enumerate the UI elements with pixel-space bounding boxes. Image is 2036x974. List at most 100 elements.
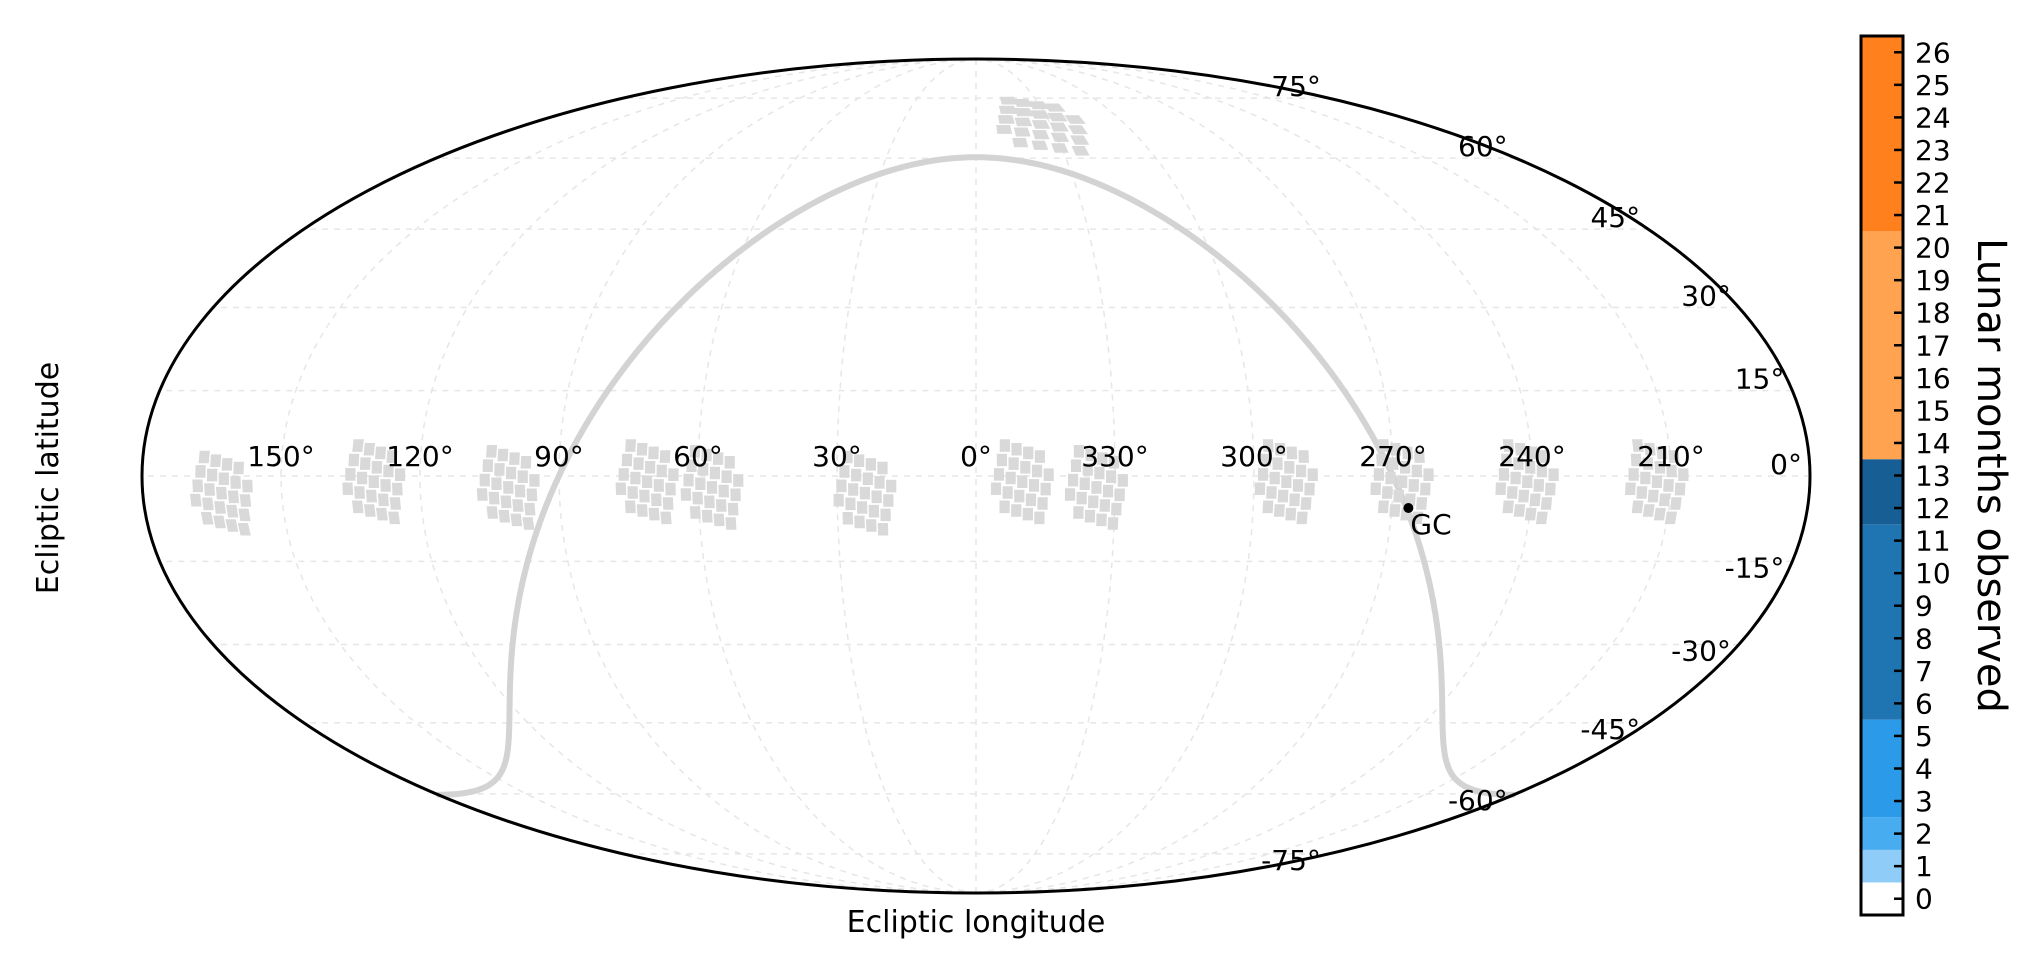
field-tile	[883, 494, 894, 507]
field-tile	[498, 509, 511, 523]
survey-field	[1370, 439, 1434, 525]
colorbar-bin	[1861, 459, 1903, 525]
field-tile	[648, 507, 660, 521]
field-tile	[1117, 474, 1128, 487]
field-tile	[998, 105, 1017, 114]
field-tile	[877, 523, 889, 536]
x-tick-label: 0°	[960, 440, 992, 473]
y-axis-label: Ecliptic latitude	[31, 362, 66, 594]
field-tile	[621, 453, 633, 467]
field-tile	[656, 464, 667, 478]
meridian-line	[419, 58, 977, 894]
field-tile	[999, 500, 1010, 514]
field-tile	[1020, 461, 1031, 474]
field-tile	[650, 493, 662, 507]
colorbar-tick-label: 2	[1915, 818, 1933, 851]
field-tile	[615, 482, 627, 495]
field-tile	[842, 450, 853, 464]
field-tile	[1656, 446, 1668, 460]
field-tile	[230, 476, 241, 489]
field-tile	[1304, 482, 1315, 496]
field-tile	[1668, 450, 1680, 463]
colorbar-tick-label: 14	[1915, 427, 1951, 460]
colorbar-tick-label: 15	[1915, 394, 1951, 427]
field-tile	[839, 465, 850, 478]
field-tile	[1628, 468, 1639, 481]
field-tile	[1277, 489, 1289, 503]
field-tile	[680, 488, 692, 501]
field-tile	[1411, 464, 1422, 478]
field-tile	[727, 502, 739, 516]
colorbar-tick-label: 17	[1915, 329, 1951, 362]
field-tile	[1073, 445, 1085, 458]
field-tile	[692, 491, 703, 505]
field-tile	[1111, 502, 1122, 516]
survey-field	[680, 445, 744, 530]
field-tile	[238, 508, 251, 522]
field-tile	[1014, 489, 1025, 503]
field-tile	[1257, 468, 1269, 481]
x-tick-label: 60°	[673, 440, 723, 473]
field-tile	[1506, 486, 1518, 499]
field-tile	[1260, 453, 1272, 467]
field-tile	[363, 443, 375, 456]
colorbar-tick-label: 24	[1915, 101, 1951, 134]
field-tile	[1385, 471, 1396, 485]
field-tile	[854, 515, 865, 529]
field-tile	[1529, 493, 1541, 507]
field-tile	[689, 445, 701, 458]
field-tile	[1017, 475, 1028, 488]
field-tile	[1008, 457, 1019, 470]
field-tile	[1274, 443, 1286, 456]
field-tile	[862, 472, 873, 485]
field-tile	[886, 479, 897, 493]
field-tile	[724, 456, 735, 469]
colorbar-tick-label: 12	[1915, 492, 1951, 525]
field-tile	[214, 501, 226, 514]
field-tile	[365, 489, 377, 503]
field-tile	[1522, 475, 1533, 488]
field-tile	[1014, 108, 1034, 117]
field-tile	[625, 439, 637, 452]
colorbar-tick-label: 16	[1915, 362, 1951, 395]
field-tile	[1404, 493, 1416, 507]
field-tile	[1005, 471, 1016, 485]
field-tile	[1068, 473, 1079, 487]
field-tile	[1653, 507, 1666, 521]
field-tile	[997, 115, 1015, 124]
field-tile	[1099, 499, 1111, 512]
field-tile	[996, 125, 1013, 134]
field-tile	[618, 468, 629, 481]
field-tile	[1272, 457, 1283, 470]
field-tile	[715, 499, 727, 512]
field-tile	[624, 500, 636, 514]
field-tile	[1524, 461, 1536, 474]
field-tile	[364, 504, 376, 517]
field-tile	[1289, 493, 1300, 507]
x-tick-label: 270°	[1359, 440, 1426, 473]
field-tile	[1536, 464, 1548, 478]
field-tile	[1262, 439, 1274, 452]
field-tile	[503, 481, 514, 494]
field-tile	[1266, 486, 1277, 499]
field-tile	[1014, 117, 1033, 127]
field-tile	[633, 457, 644, 470]
field-tile	[1390, 443, 1402, 456]
y-tick-label: 15°	[1735, 363, 1785, 396]
field-tile	[509, 452, 520, 465]
y-tick-label: -75°	[1261, 844, 1321, 877]
field-tile	[653, 479, 664, 492]
field-tile	[388, 511, 401, 525]
field-tile	[1502, 439, 1515, 452]
field-tile	[486, 445, 498, 458]
field-tile	[880, 508, 891, 522]
field-tile	[1513, 457, 1524, 470]
y-tick-label: 45°	[1590, 201, 1640, 234]
galactic-plane	[436, 154, 1516, 798]
galactic-plane-line	[1403, 504, 1516, 798]
field-tile	[712, 452, 724, 465]
field-tile	[1043, 468, 1054, 481]
field-tile	[1040, 482, 1051, 496]
field-tile	[1399, 461, 1411, 474]
field-tile	[1064, 115, 1086, 124]
